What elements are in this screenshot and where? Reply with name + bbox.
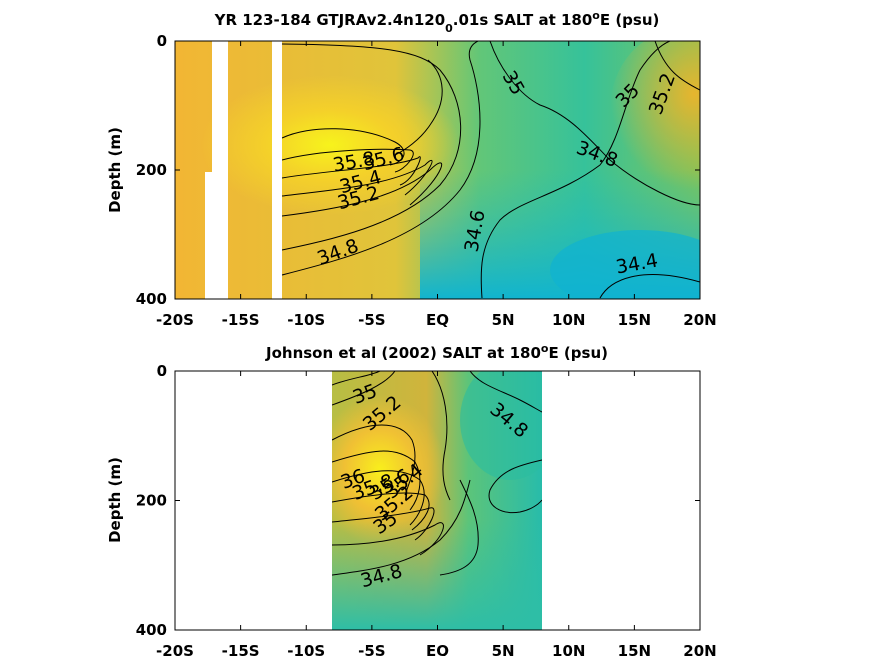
panel-2-title-superscript: o bbox=[541, 342, 549, 355]
x-tick-label: -15S bbox=[222, 642, 260, 656]
panel-1-title: YR 123-184 GTJRAv2.4n1200.01s SALT at 18… bbox=[214, 9, 660, 35]
x-tick-label: -10S bbox=[287, 642, 325, 656]
x-tick-label: -10S bbox=[287, 311, 325, 329]
panel-1-missing-strip-1 bbox=[212, 41, 228, 299]
x-tick-label: 15N bbox=[618, 642, 651, 656]
panel-2-title-main: Johnson et al (2002) SALT at 180 bbox=[265, 344, 541, 362]
panel-1-ylabel: Depth (m) bbox=[106, 127, 124, 213]
panel-1-title-main: YR 123-184 GTJRAv2.4n120 bbox=[214, 11, 446, 29]
panel-1-ticks: -20S -15S -10S -5S EQ 5N 10N 15N 20N 0 200 400 bbox=[136, 32, 717, 329]
y-tick-label: 400 bbox=[136, 290, 167, 308]
x-tick-label: -20S bbox=[156, 642, 194, 656]
x-tick-label: EQ bbox=[426, 311, 449, 329]
y-tick-label: 200 bbox=[136, 161, 167, 179]
x-tick-label: -20S bbox=[156, 311, 194, 329]
panel-2-title: Johnson et al (2002) SALT at 180oE (psu) bbox=[265, 342, 608, 363]
x-tick-label: 20N bbox=[683, 311, 716, 329]
panel-1-title-superscript: o bbox=[592, 9, 600, 22]
x-tick-label: -15S bbox=[222, 311, 260, 329]
panel-1-salinity-field bbox=[175, 41, 700, 299]
x-tick-label: 10N bbox=[552, 311, 585, 329]
x-tick-label: 5N bbox=[492, 311, 515, 329]
x-tick-label: 10N bbox=[552, 642, 585, 656]
x-tick-label: 15N bbox=[618, 311, 651, 329]
y-tick-label: 0 bbox=[157, 32, 167, 50]
y-tick-label: 200 bbox=[136, 492, 167, 510]
panel-1-title-end: E (psu) bbox=[600, 11, 660, 29]
model-salinity-panel: YR 123-184 GTJRAv2.4n1200.01s SALT at 18… bbox=[106, 9, 717, 330]
x-tick-label: 20N bbox=[683, 642, 716, 656]
panel-1-missing-strip-2 bbox=[205, 172, 212, 299]
panel-2-salinity-field bbox=[332, 371, 542, 630]
y-tick-label: 400 bbox=[136, 621, 167, 639]
panel-1-title-middle: .01s SALT at 180 bbox=[453, 11, 593, 29]
x-tick-label: -5S bbox=[358, 311, 385, 329]
y-tick-label: 0 bbox=[157, 362, 167, 380]
x-tick-label: 5N bbox=[492, 642, 515, 656]
panel-2-ticks: -20S -15S -10S -5S EQ 5N 10N 15N 20N 0 200 400 bbox=[136, 362, 717, 656]
panel-1-missing-strip-3 bbox=[272, 41, 282, 299]
panel-2-contours bbox=[332, 371, 542, 576]
panel-1-title-subscript: 0 bbox=[445, 22, 453, 35]
observed-salinity-panel: Johnson et al (2002) SALT at 180oE (psu) bbox=[106, 342, 717, 656]
x-tick-label: EQ bbox=[426, 642, 449, 656]
panel-1-contours bbox=[281, 41, 700, 299]
panel-2-title-end: E (psu) bbox=[548, 344, 608, 362]
x-tick-label: -5S bbox=[358, 642, 385, 656]
panel-2-ylabel: Depth (m) bbox=[106, 457, 124, 543]
